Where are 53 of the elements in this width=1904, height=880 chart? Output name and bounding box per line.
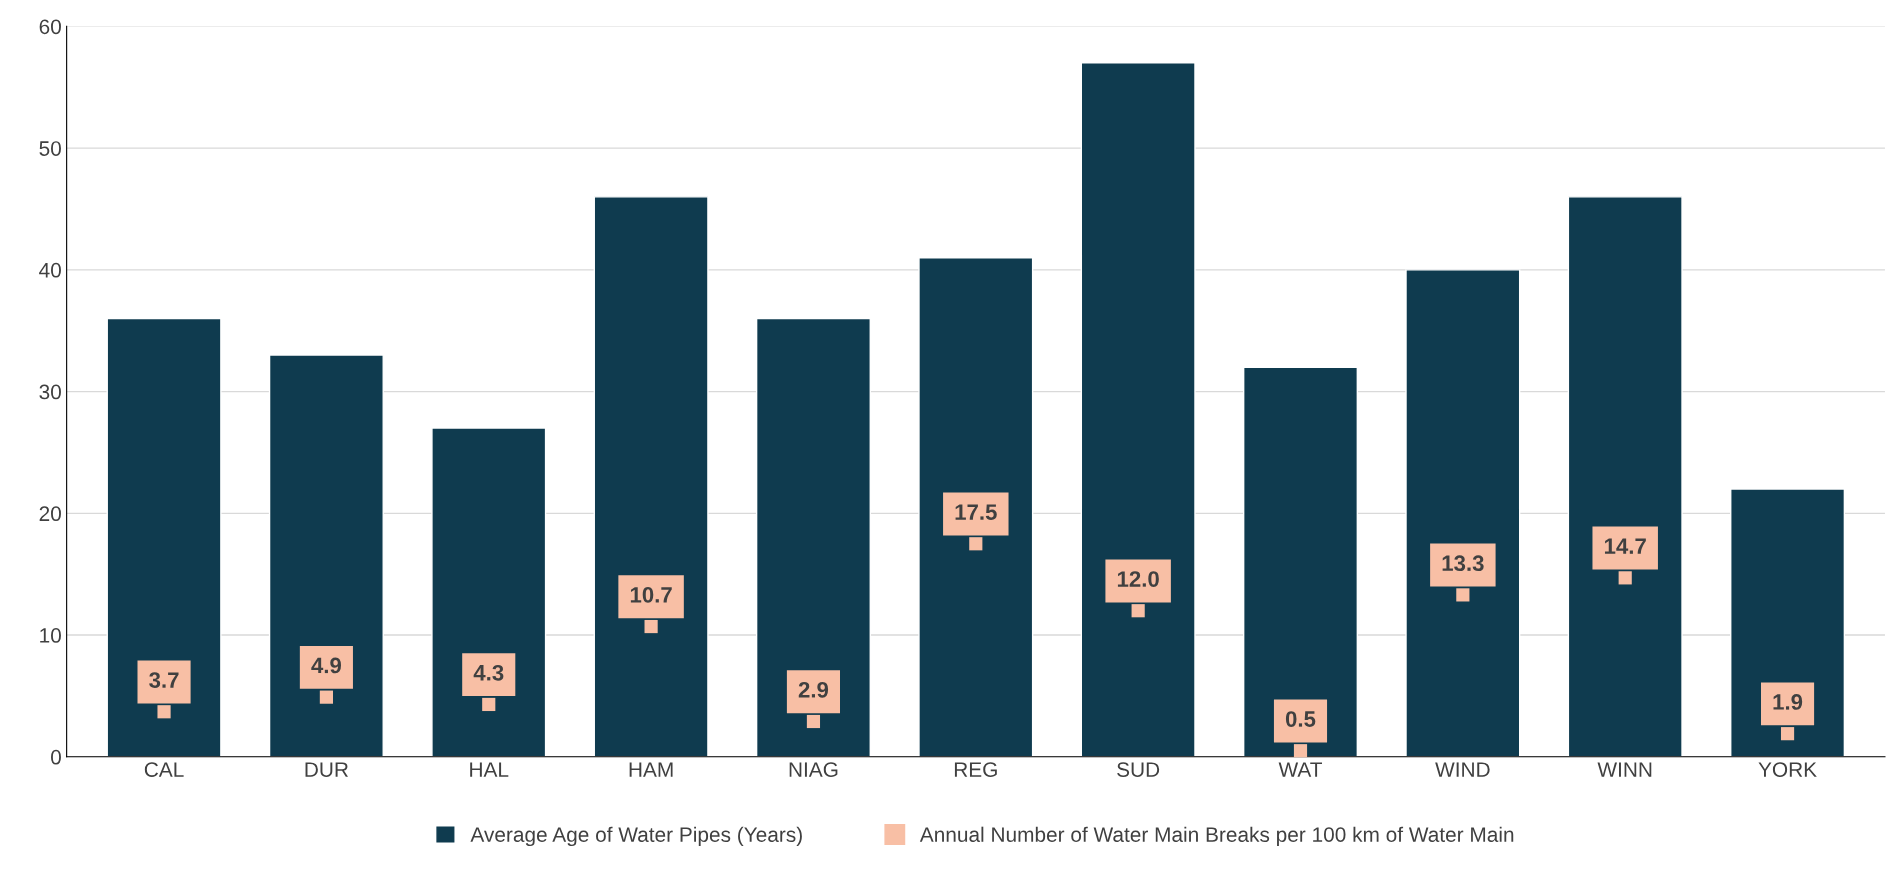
x-tick-label: WINN <box>1597 762 1652 777</box>
bar <box>918 256 1034 757</box>
point <box>1456 588 1470 602</box>
bar <box>1080 62 1196 757</box>
bar <box>431 427 547 757</box>
x-tick-label: NIAG <box>789 762 838 777</box>
x-tick-label: WAT <box>1278 762 1323 777</box>
bar <box>106 317 222 757</box>
point <box>969 537 983 551</box>
legend-label: Annual Number of Water Main Breaks per 100 km of Water Main <box>919 826 1514 847</box>
point <box>806 714 821 729</box>
point <box>644 619 658 634</box>
bar <box>593 196 709 757</box>
point <box>1780 727 1795 741</box>
x-tick-label: SUD <box>1117 762 1160 777</box>
point <box>482 697 496 712</box>
x-tick-label: DUR <box>305 762 348 777</box>
data-label: 4.3 <box>473 664 504 681</box>
y-tick-label: 20 <box>39 506 61 522</box>
point <box>1131 604 1145 618</box>
data-label: 2.9 <box>798 681 829 698</box>
bar <box>268 354 384 757</box>
data-label: 10.7 <box>630 586 672 603</box>
bar <box>1242 366 1359 757</box>
y-tick-label: 0 <box>51 749 61 765</box>
data-label: 13.3 <box>1442 555 1484 572</box>
data-label: 4.9 <box>311 657 342 674</box>
bar <box>755 317 871 757</box>
bar <box>1730 488 1846 757</box>
y-tick-label: 30 <box>39 384 61 400</box>
x-tick-label: YORK <box>1758 762 1817 777</box>
data-label: 0.5 <box>1285 711 1316 727</box>
y-tick-label: 50 <box>39 141 61 156</box>
point <box>319 690 333 704</box>
point <box>1618 571 1632 585</box>
point <box>1293 744 1308 758</box>
bar <box>1567 196 1683 757</box>
x-tick-label: REG <box>954 762 997 777</box>
point <box>157 705 171 719</box>
x-tick-label: HAL <box>470 762 509 777</box>
x-tick-label: HAM <box>629 762 673 777</box>
x-tick-label: WIND <box>1435 762 1490 777</box>
legend-label: Average Age of Water Pipes (Years) <box>470 826 802 847</box>
x-tick-label: CAL <box>144 762 184 777</box>
bar <box>1405 269 1521 757</box>
y-tick-label: 40 <box>39 262 61 278</box>
data-label: 1.9 <box>1773 694 1803 710</box>
data-label: 12.0 <box>1117 571 1159 587</box>
y-tick-label: 10 <box>40 628 61 643</box>
y-tick-label: 60 <box>39 19 61 35</box>
data-label: 17.5 <box>955 504 997 520</box>
data-label: 3.7 <box>149 672 179 688</box>
data-label: 14.7 <box>1604 538 1646 554</box>
